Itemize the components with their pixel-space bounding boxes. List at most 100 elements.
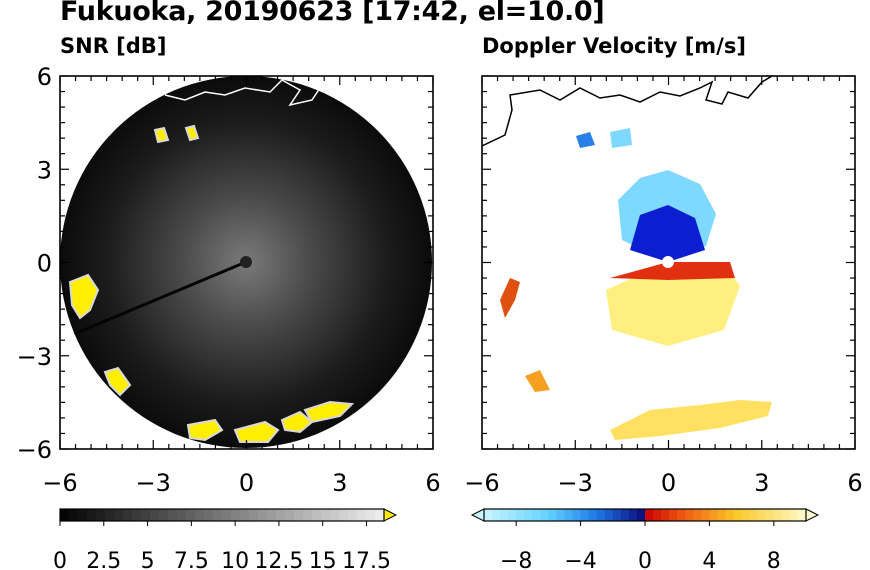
doppler-colorbar-extend-max <box>805 508 820 522</box>
snr-colorbar-label: 17.5 <box>342 549 391 570</box>
doppler-center-hole <box>662 256 674 268</box>
snr-colorbar-cell <box>78 509 88 521</box>
doppler-colorbar-cell <box>749 509 759 521</box>
axes-layer: −6 −3 0 3 6 6 3 0 −3 −6 −6 −3 0 3 6 <box>17 63 863 497</box>
doppler-colorbar-cell <box>685 509 694 521</box>
doppler-colorbar-cell <box>508 509 517 521</box>
doppler-south-echo <box>610 400 772 440</box>
snr-colorbar-cell <box>375 509 385 521</box>
doppler-colorbar-cell <box>572 509 582 521</box>
doppler-colorbar-cell <box>612 509 622 521</box>
doppler-north-echo <box>576 132 595 148</box>
snr-xtick-label: 0 <box>239 469 254 497</box>
doppler-colorbar-cell <box>604 509 614 521</box>
doppler-colorbar-cell <box>500 509 509 521</box>
doppler-colorbar-cell <box>548 509 557 521</box>
snr-colorbar-cell <box>303 509 313 521</box>
snr-colorbar-cell <box>267 509 277 521</box>
snr-colorbar-cell <box>204 509 214 521</box>
snr-colorbar-cell <box>339 509 349 521</box>
doppler-colorbar-cell <box>725 509 735 521</box>
snr-colorbar-cell <box>96 509 106 521</box>
snr-colorbar-cell <box>240 509 250 521</box>
snr-ytick-label: 0 <box>37 250 52 278</box>
snr-colorbar-cell <box>186 509 196 521</box>
snr-colorbar-label: 10 <box>221 549 249 570</box>
snr-colorbar-cell <box>114 509 124 521</box>
doppler-colorbar-cell <box>636 509 646 521</box>
colorbars-layer: 0 2.5 5 7.5 10 12.5 15 17.5 −8 −4 0 4 8 <box>53 508 820 570</box>
snr-colorbar-cell <box>195 509 205 521</box>
doppler-colorbar-cell <box>661 509 670 521</box>
doppler-colorbar-cell <box>781 509 791 521</box>
snr-colorbar-cell <box>177 509 187 521</box>
doppler-colorbar-label: 0 <box>638 549 652 570</box>
doppler-colorbar-cell <box>709 509 718 521</box>
snr-strong-echoes <box>68 124 355 443</box>
snr-xtick-label: 6 <box>425 469 440 497</box>
snr-colorbar-label: 0 <box>53 549 67 570</box>
doppler-colorbar-cell <box>717 509 726 521</box>
snr-colorbar-frame <box>59 508 385 522</box>
snr-colorbar-cell <box>123 509 133 521</box>
snr-colorbar-cell <box>357 509 367 521</box>
snr-colorbar-cell <box>249 509 259 521</box>
snr-ytick-label: 3 <box>37 156 52 184</box>
snr-colorbar-cell <box>231 509 241 521</box>
doppler-colorbar-cell <box>556 509 565 521</box>
doppler-colorbar-cell <box>516 509 525 521</box>
doppler-colorbar-cell <box>564 509 574 521</box>
doppler-colorbar-cell <box>596 509 606 521</box>
doppler-colorbar-cell <box>524 509 533 521</box>
snr-colorbar-cell <box>285 509 295 521</box>
snr-colorbar-cell <box>330 509 340 521</box>
doppler-colorbar-cell <box>484 509 493 521</box>
doppler-colorbar-cell <box>773 509 783 521</box>
doppler-colorbar-label: 8 <box>767 549 781 570</box>
snr-colorbar-label: 7.5 <box>174 549 209 570</box>
snr-colorbar-extend-max <box>383 508 398 522</box>
doppler-colorbar-cell <box>701 509 710 521</box>
doppler-panel-title: Doppler Velocity [m/s] <box>482 34 746 58</box>
snr-colorbar-cell <box>258 509 268 521</box>
snr-colorbar-cell <box>222 509 232 521</box>
snr-colorbar-label: 2.5 <box>86 549 121 570</box>
snr-xtick-label: 3 <box>332 469 347 497</box>
snr-coastline <box>164 79 341 107</box>
doppler-colorbar-cell <box>693 509 702 521</box>
snr-ytick-label: 6 <box>37 63 52 91</box>
doppler-colorbar-cell <box>628 509 638 521</box>
snr-colorbar-cell <box>105 509 115 521</box>
doppler-coastline <box>482 76 773 147</box>
snr-colorbar-cell <box>132 509 142 521</box>
doppler-colorbar-label: −4 <box>564 549 596 570</box>
doppler-colorbar-cell <box>580 509 590 521</box>
doppler-xtick-label: 0 <box>661 469 676 497</box>
doppler-away-echo <box>606 262 740 346</box>
doppler-colorbar-label: −8 <box>500 549 532 570</box>
doppler-colorbar-cell <box>677 509 686 521</box>
doppler-colorbar-cell <box>741 509 751 521</box>
doppler-colorbar-cell <box>532 509 541 521</box>
snr-colorbar-cell <box>150 509 160 521</box>
snr-colorbar-cell <box>348 509 358 521</box>
doppler-west-echo <box>500 278 520 318</box>
doppler-colorbar-cell <box>797 509 807 521</box>
doppler-north-echo-2 <box>610 128 632 148</box>
doppler-colorbar-cell <box>620 509 630 521</box>
snr-xtick-label: −6 <box>42 469 77 497</box>
snr-colorbar-cell <box>366 509 376 521</box>
doppler-xtick-label: −6 <box>464 469 499 497</box>
doppler-colorbar-cell <box>789 509 799 521</box>
snr-colorbar-cell <box>87 509 97 521</box>
doppler-colorbar-cell <box>645 509 654 521</box>
doppler-colorbar-cell <box>540 509 549 521</box>
snr-colorbar-cell <box>168 509 178 521</box>
snr-colorbar-cell <box>213 509 223 521</box>
doppler-colorbar-cell <box>492 509 501 521</box>
snr-colorbar-cell <box>159 509 169 521</box>
snr-colorbar-cell <box>312 509 322 521</box>
snr-panel <box>59 75 434 450</box>
snr-colorbar-cell <box>294 509 304 521</box>
